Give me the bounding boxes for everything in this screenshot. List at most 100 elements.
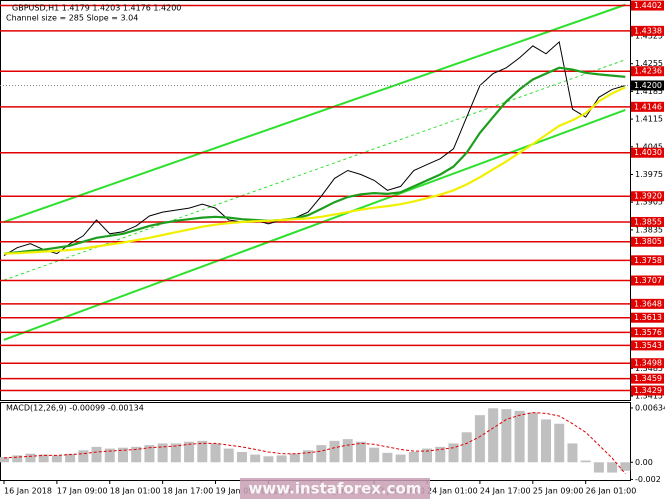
signal-line xyxy=(3,412,626,475)
x-tick-label: 17 Jan 09:00 xyxy=(57,487,108,496)
x-tick-label: 25 Jan 09:00 xyxy=(533,487,584,496)
channel-line xyxy=(3,59,626,281)
level-label-box xyxy=(631,327,664,338)
macd-bar xyxy=(12,455,23,463)
level-label: 1.3805 xyxy=(634,237,662,246)
level-label: 1.3613 xyxy=(634,313,662,322)
macd-bar xyxy=(0,457,9,463)
level-label: 1.3758 xyxy=(634,256,662,265)
level-label-box xyxy=(631,25,664,36)
macd-bar xyxy=(620,462,631,471)
macd-bar xyxy=(303,450,314,463)
level-label: 1.3459 xyxy=(634,374,662,383)
watermark: www.instaforex.com xyxy=(249,480,422,498)
y-tick-label: 0.00634 xyxy=(635,403,665,412)
watermark-band xyxy=(240,478,430,499)
level-label-box xyxy=(631,275,664,286)
x-tick-label: 26 Jan 01:00 xyxy=(586,487,637,496)
macd-bar xyxy=(580,460,591,463)
macd-bar xyxy=(593,462,604,473)
moving-average xyxy=(3,86,626,255)
macd-bar xyxy=(554,423,565,463)
chart-subtitle: Channel size = 285 Slope = 3.04 xyxy=(6,14,138,23)
y-tick-label: 1.3835 xyxy=(635,225,663,234)
macd-bar xyxy=(223,448,234,463)
y-tick-label: 1.4115 xyxy=(635,115,663,124)
level-label-box xyxy=(631,298,664,309)
level-label: 1.4338 xyxy=(634,26,662,35)
macd-bar xyxy=(276,455,287,463)
chart-title: GBPUSD,H1 1.4179 1.4203 1.4176 1.4200 xyxy=(12,4,181,13)
level-label: 1.3648 xyxy=(634,299,662,308)
level-label: 1.3576 xyxy=(634,328,662,337)
level-label-box xyxy=(631,358,664,369)
level-label: 1.4236 xyxy=(634,67,662,76)
level-label-box xyxy=(631,236,664,247)
macd-bar xyxy=(236,451,247,463)
macd-bar xyxy=(78,450,89,463)
macd-bar xyxy=(117,447,128,463)
macd-bar xyxy=(607,462,618,473)
level-label: 1.3707 xyxy=(634,276,662,285)
macd-bar xyxy=(131,446,142,463)
macd-bar xyxy=(329,440,340,463)
macd-bar xyxy=(408,451,419,463)
price-line xyxy=(3,40,626,257)
macd-bar xyxy=(501,409,512,463)
level-label-box xyxy=(631,255,664,266)
level-label: 1.4030 xyxy=(634,148,662,157)
y-tick-label: 1.3975 xyxy=(635,170,663,179)
macd-bar xyxy=(461,432,472,463)
level-label-box xyxy=(631,66,664,77)
macd-bar xyxy=(395,454,406,463)
level-label-box xyxy=(631,340,664,351)
y-tick-label: 1.4325 xyxy=(635,32,663,41)
level-label: 1.3498 xyxy=(634,359,662,368)
macd-bar xyxy=(488,408,499,463)
macd-bar xyxy=(38,454,49,463)
x-tick-label: 24 Jan 17:00 xyxy=(480,487,531,496)
macd-bar xyxy=(342,439,353,463)
level-label: 1.3429 xyxy=(634,386,662,395)
level-label-box xyxy=(631,0,664,11)
y-tick-label: 1.3485 xyxy=(635,364,663,373)
x-tick-label: 16 Jan 2018 xyxy=(4,487,52,496)
level-label-box xyxy=(631,101,664,112)
moving-average xyxy=(3,66,626,255)
macd-bar xyxy=(170,443,181,463)
y-tick-label: 0.00 xyxy=(635,458,653,467)
macd-bar xyxy=(355,441,366,463)
macd-bar xyxy=(382,452,393,463)
y-tick-label: 1.3415 xyxy=(635,392,663,401)
macd-bar xyxy=(541,419,552,463)
y-tick-label: -0.002 xyxy=(635,475,661,484)
macd-bar xyxy=(369,447,380,463)
channel-line xyxy=(3,109,626,341)
macd-bar xyxy=(104,448,115,463)
channel-line xyxy=(3,3,626,223)
macd-bar xyxy=(567,443,578,463)
x-tick-label: 24 Jan 01:00 xyxy=(427,487,478,496)
macd-bar xyxy=(144,445,155,463)
price-panel xyxy=(0,0,631,401)
current-price-box xyxy=(631,80,664,91)
x-tick-label: 18 Jan 17:00 xyxy=(163,487,214,496)
macd-bar xyxy=(289,453,300,463)
macd-bar xyxy=(197,440,208,463)
macd-bar xyxy=(25,453,36,463)
level-label-box xyxy=(631,147,664,158)
level-label-box xyxy=(631,373,664,384)
macd-bar xyxy=(316,445,327,463)
macd-bar xyxy=(184,441,195,463)
y-tick-label: 1.4185 xyxy=(635,87,663,96)
level-label: 1.4402 xyxy=(634,1,662,10)
macd-bar xyxy=(210,443,221,463)
level-label: 1.3543 xyxy=(634,341,662,350)
macd-bar xyxy=(250,454,261,463)
macd-bar xyxy=(422,448,433,463)
macd-bar xyxy=(448,443,459,463)
macd-bar xyxy=(65,453,76,463)
level-label-box xyxy=(631,216,664,227)
